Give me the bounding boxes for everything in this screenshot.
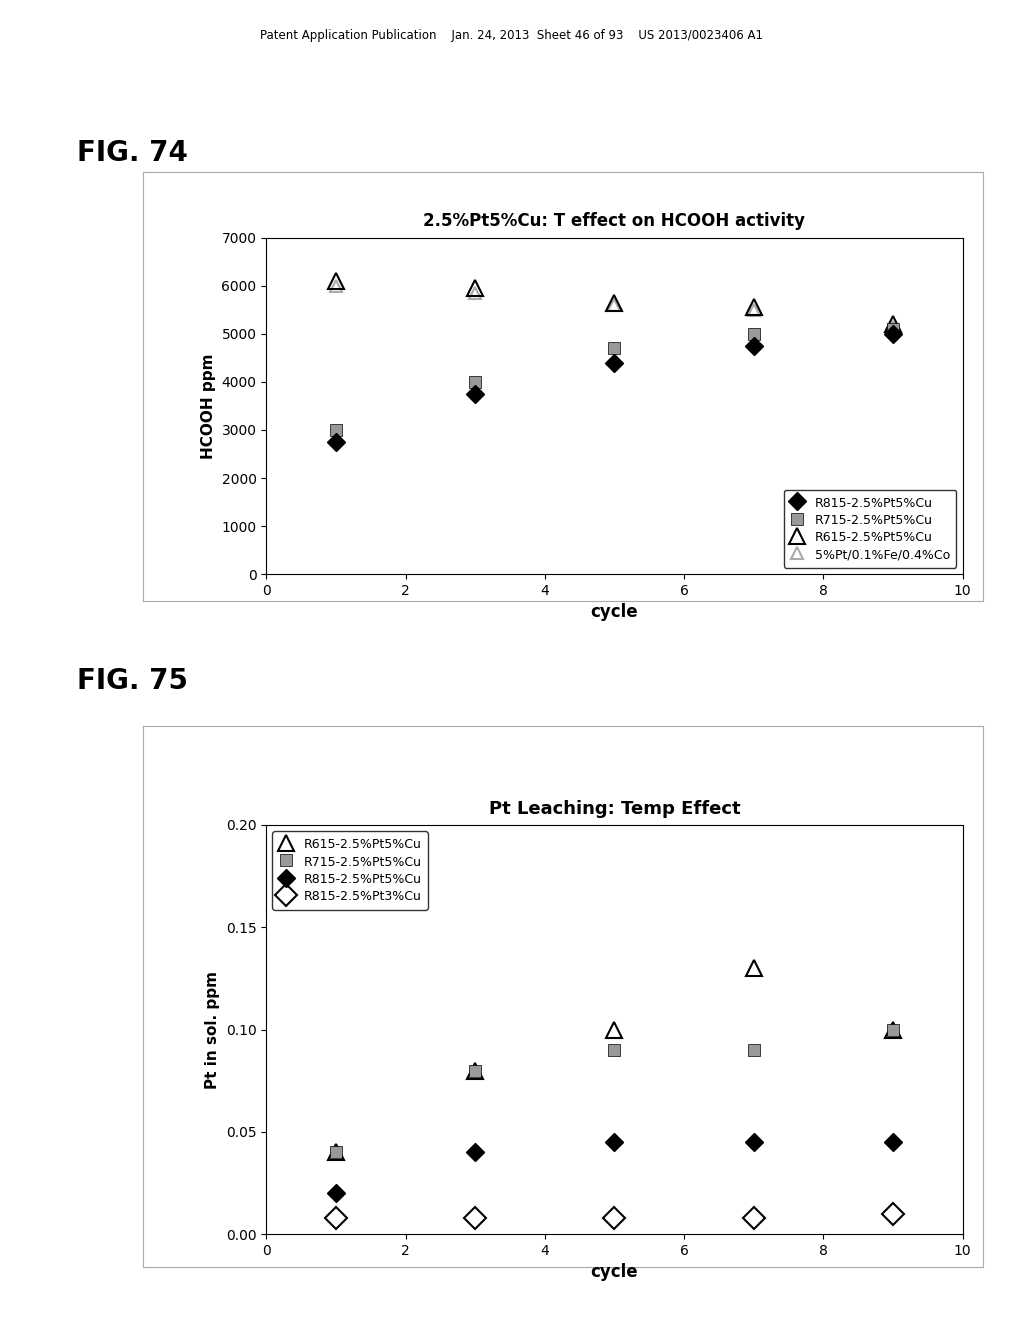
R715-2.5%Pt5%Cu — [748, 1043, 760, 1059]
Text: FIG. 75: FIG. 75 — [77, 667, 187, 694]
R815-2.5%Pt3%Cu — [608, 1210, 621, 1226]
Text: Patent Application Publication    Jan. 24, 2013  Sheet 46 of 93    US 2013/00234: Patent Application Publication Jan. 24, … — [260, 29, 764, 42]
X-axis label: cycle: cycle — [591, 603, 638, 622]
5%Pt/0.1%Fe/0.4%Co — [330, 277, 342, 293]
R715-2.5%Pt5%Cu — [887, 321, 899, 337]
Line: R615-2.5%Pt5%Cu: R615-2.5%Pt5%Cu — [329, 273, 900, 331]
R615-2.5%Pt5%Cu — [748, 961, 760, 977]
Line: R815-2.5%Pt5%Cu: R815-2.5%Pt5%Cu — [330, 327, 899, 449]
R815-2.5%Pt3%Cu — [887, 1206, 899, 1222]
R815-2.5%Pt5%Cu — [469, 385, 481, 401]
R615-2.5%Pt5%Cu — [469, 280, 481, 296]
R715-2.5%Pt5%Cu — [748, 326, 760, 342]
R615-2.5%Pt5%Cu — [887, 1022, 899, 1038]
5%Pt/0.1%Fe/0.4%Co — [887, 318, 899, 334]
R815-2.5%Pt5%Cu — [469, 1144, 481, 1160]
Line: R815-2.5%Pt3%Cu: R815-2.5%Pt3%Cu — [329, 1206, 900, 1225]
Line: 5%Pt/0.1%Fe/0.4%Co: 5%Pt/0.1%Fe/0.4%Co — [330, 280, 899, 333]
X-axis label: cycle: cycle — [591, 1263, 638, 1282]
Line: R715-2.5%Pt5%Cu: R715-2.5%Pt5%Cu — [330, 1023, 899, 1159]
Line: R815-2.5%Pt5%Cu: R815-2.5%Pt5%Cu — [330, 1137, 899, 1200]
R715-2.5%Pt5%Cu — [608, 1043, 621, 1059]
5%Pt/0.1%Fe/0.4%Co — [608, 297, 621, 313]
R615-2.5%Pt5%Cu — [330, 273, 342, 289]
R615-2.5%Pt5%Cu — [748, 300, 760, 315]
Legend: R615-2.5%Pt5%Cu, R715-2.5%Pt5%Cu, R815-2.5%Pt5%Cu, R815-2.5%Pt3%Cu: R615-2.5%Pt5%Cu, R715-2.5%Pt5%Cu, R815-2… — [272, 832, 428, 909]
R615-2.5%Pt5%Cu — [608, 294, 621, 310]
R815-2.5%Pt5%Cu — [608, 355, 621, 371]
R715-2.5%Pt5%Cu — [330, 422, 342, 438]
R615-2.5%Pt5%Cu — [608, 1022, 621, 1038]
Line: R715-2.5%Pt5%Cu: R715-2.5%Pt5%Cu — [330, 322, 899, 436]
R815-2.5%Pt5%Cu — [887, 326, 899, 342]
R815-2.5%Pt3%Cu — [469, 1210, 481, 1226]
5%Pt/0.1%Fe/0.4%Co — [748, 302, 760, 318]
Y-axis label: HCOOH ppm: HCOOH ppm — [201, 354, 216, 458]
Legend: R815-2.5%Pt5%Cu, R715-2.5%Pt5%Cu, R615-2.5%Pt5%Cu, 5%Pt/0.1%Fe/0.4%Co: R815-2.5%Pt5%Cu, R715-2.5%Pt5%Cu, R615-2… — [783, 490, 956, 568]
R815-2.5%Pt3%Cu — [330, 1210, 342, 1226]
R715-2.5%Pt5%Cu — [887, 1022, 899, 1038]
R715-2.5%Pt5%Cu — [608, 341, 621, 356]
R815-2.5%Pt5%Cu — [608, 1134, 621, 1150]
R615-2.5%Pt5%Cu — [469, 1063, 481, 1078]
R815-2.5%Pt5%Cu — [887, 1134, 899, 1150]
Y-axis label: Pt in sol. ppm: Pt in sol. ppm — [205, 970, 220, 1089]
R815-2.5%Pt5%Cu — [748, 1134, 760, 1150]
Text: FIG. 74: FIG. 74 — [77, 139, 187, 166]
Title: 2.5%Pt5%Cu: T effect on HCOOH activity: 2.5%Pt5%Cu: T effect on HCOOH activity — [423, 213, 806, 231]
R615-2.5%Pt5%Cu — [330, 1144, 342, 1160]
R715-2.5%Pt5%Cu — [469, 1063, 481, 1078]
R815-2.5%Pt5%Cu — [330, 434, 342, 450]
R715-2.5%Pt5%Cu — [330, 1144, 342, 1160]
R615-2.5%Pt5%Cu — [887, 317, 899, 333]
R715-2.5%Pt5%Cu — [469, 374, 481, 389]
Title: Pt Leaching: Temp Effect: Pt Leaching: Temp Effect — [488, 800, 740, 818]
R815-2.5%Pt3%Cu — [748, 1210, 760, 1226]
5%Pt/0.1%Fe/0.4%Co — [469, 285, 481, 301]
R815-2.5%Pt5%Cu — [748, 338, 760, 354]
R815-2.5%Pt5%Cu — [330, 1185, 342, 1201]
Line: R615-2.5%Pt5%Cu: R615-2.5%Pt5%Cu — [329, 961, 900, 1160]
